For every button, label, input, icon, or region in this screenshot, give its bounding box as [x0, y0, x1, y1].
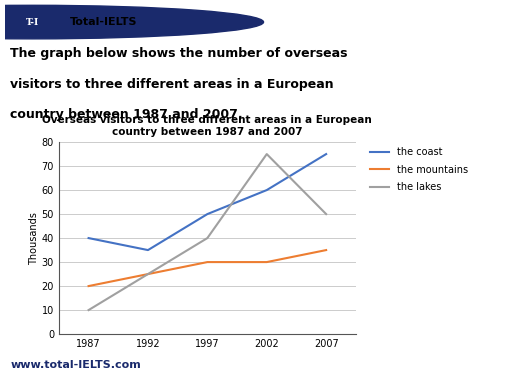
Circle shape: [0, 5, 264, 39]
Text: Total-IELTS: Total-IELTS: [70, 17, 138, 27]
Title: Overseas visitors to three different areas in a European
country between 1987 an: Overseas visitors to three different are…: [42, 115, 372, 137]
Text: visitors to three different areas in a European: visitors to three different areas in a E…: [10, 78, 334, 91]
Legend: the coast, the mountains, the lakes: the coast, the mountains, the lakes: [370, 147, 468, 192]
Text: www.total-IELTS.com: www.total-IELTS.com: [10, 360, 141, 370]
Text: T-I: T-I: [26, 18, 39, 26]
Text: The graph below shows the number of overseas: The graph below shows the number of over…: [10, 47, 348, 60]
Text: country between 1987 and 2007.: country between 1987 and 2007.: [10, 109, 243, 121]
Y-axis label: Thousands: Thousands: [29, 212, 39, 265]
